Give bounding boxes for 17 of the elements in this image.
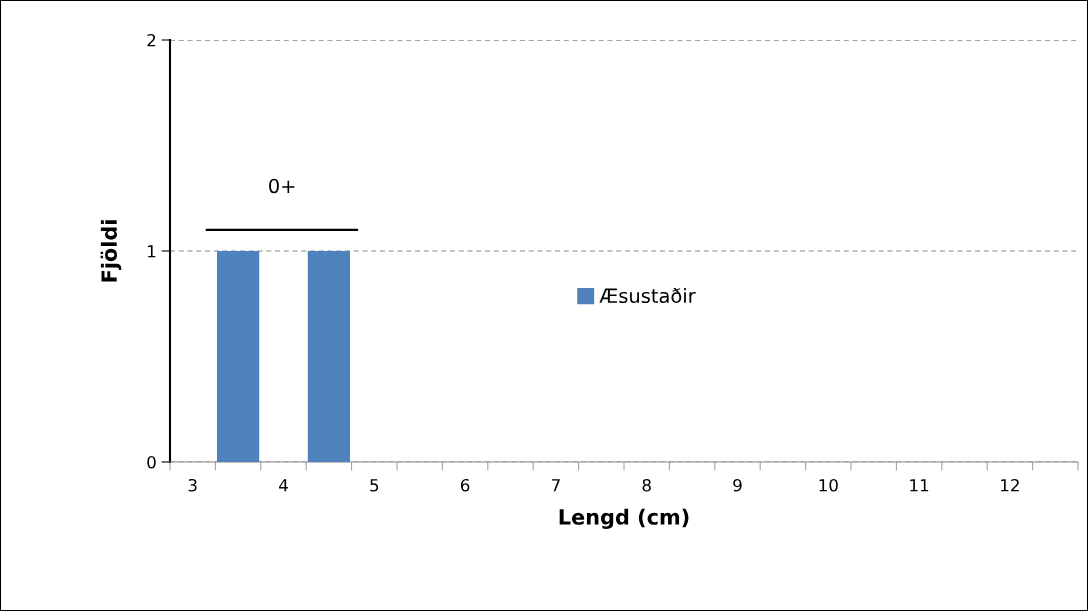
x-tick-label: 6 [460,478,470,492]
y-tick-label: 2 [147,33,156,47]
x-axis-title: Lengd (cm) [559,508,689,530]
x-tick-label: 7 [551,479,560,492]
x-tick-label: 5 [370,479,379,492]
x-tick-label: 11 [910,479,929,492]
legend-label: Æsustaðir [599,288,696,304]
x-tick-label: 12 [1001,478,1019,492]
x-tick-label: 10 [819,478,838,492]
y-tick-label: 1 [148,245,156,258]
y-tick-label: 0 [147,455,156,469]
x-tick-label: 8 [642,478,651,492]
y-axis-title: Fjöldi [100,220,122,282]
x-tick-label: 3 [188,478,197,492]
x-tick-label: 4 [279,479,288,492]
annotation: 0+ [269,178,295,194]
x-tick-label: 9 [733,478,742,492]
